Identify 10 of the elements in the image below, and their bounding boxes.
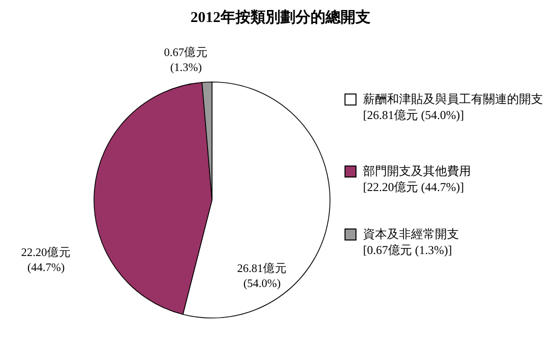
- text: [22.20億元 (44.7%)]: [363, 180, 464, 194]
- data-label: 26.81億元 (54.0%): [237, 261, 287, 290]
- data-label: 22.20億元 (44.7%): [21, 245, 71, 274]
- data-label: 0.67億元 (1.3%): [164, 45, 208, 74]
- legend-label: 資本及非經常開支: [363, 227, 459, 241]
- text: [26.81億元 (54.0%)]: [363, 108, 464, 122]
- chart-title: 2012年按類別劃分的總開支: [190, 9, 370, 26]
- legend-label: 薪酬和津貼及與員工有關連的開支: [363, 92, 543, 106]
- legend-label: 部門開支及其他費用: [363, 164, 471, 178]
- text: [0.67億元 (1.3%)]: [363, 243, 452, 257]
